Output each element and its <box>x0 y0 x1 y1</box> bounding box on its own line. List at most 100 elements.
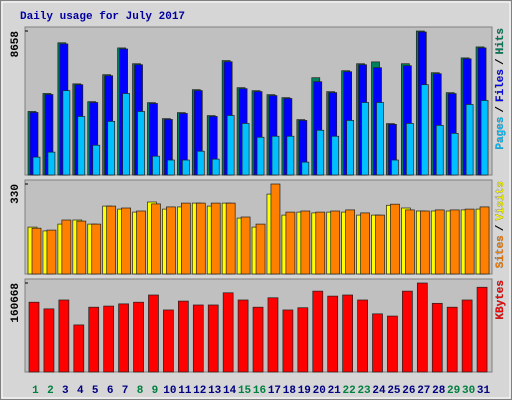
bar <box>391 159 399 176</box>
bar <box>375 214 385 275</box>
bar <box>73 324 85 373</box>
bar <box>346 120 354 176</box>
x-tick-label: 26 <box>402 385 415 397</box>
bar <box>195 202 206 275</box>
bar <box>255 223 266 275</box>
bar <box>225 202 236 275</box>
bar <box>237 299 249 373</box>
bar <box>434 209 445 275</box>
legend-entry: Files <box>495 69 507 102</box>
bar <box>479 206 490 275</box>
bar <box>137 111 145 176</box>
bar <box>476 286 488 373</box>
bar <box>121 207 131 275</box>
bar <box>178 300 189 373</box>
bar <box>107 121 116 176</box>
x-tick-label: 24 <box>372 385 386 397</box>
bar <box>32 156 41 176</box>
bar <box>151 203 161 275</box>
bar <box>315 211 326 275</box>
bar <box>450 132 459 176</box>
bar <box>62 90 71 176</box>
bar <box>330 210 341 275</box>
bar <box>406 123 414 176</box>
bar <box>464 208 475 275</box>
bar <box>449 209 460 275</box>
bar <box>372 313 383 373</box>
x-tick-label: 19 <box>298 385 311 397</box>
chart-title: Daily usage for July 2017 <box>20 11 185 23</box>
legend: Pages / Files / Hits <box>495 28 507 150</box>
bar <box>480 100 489 176</box>
x-tick-label: 23 <box>357 385 371 397</box>
bar <box>270 183 281 275</box>
bar <box>256 136 265 176</box>
bar <box>297 307 309 373</box>
x-tick-label: 31 <box>477 385 491 397</box>
x-tick-label: 17 <box>268 385 281 397</box>
bar <box>271 135 280 176</box>
bar <box>416 282 428 373</box>
x-tick-label: 16 <box>253 385 266 397</box>
bar <box>420 84 429 176</box>
x-tick-label: 29 <box>447 385 460 397</box>
bar <box>61 219 72 275</box>
bar <box>405 209 415 275</box>
bar <box>88 306 100 373</box>
x-tick-label: 5 <box>92 385 99 397</box>
bar <box>196 150 205 176</box>
bar <box>360 212 370 275</box>
bar <box>92 144 101 176</box>
bar <box>118 303 129 373</box>
bar <box>316 129 325 176</box>
bar <box>136 210 146 275</box>
legend: Sites / Visits <box>495 181 507 268</box>
x-tick-label: 2 <box>47 385 54 397</box>
bar <box>210 202 221 275</box>
bar <box>77 116 86 176</box>
bar <box>241 123 250 176</box>
bar <box>331 135 340 176</box>
bar <box>419 210 430 275</box>
bar <box>222 292 234 373</box>
bar <box>103 305 115 373</box>
bar <box>282 309 294 373</box>
bar <box>122 93 130 176</box>
x-tick-label: 20 <box>313 385 326 397</box>
bar <box>342 294 353 373</box>
legend-entry: Sites <box>495 235 507 268</box>
bar <box>43 308 55 373</box>
legend-separator: / <box>495 58 507 65</box>
x-tick-label: 21 <box>328 385 342 397</box>
bar <box>465 104 474 176</box>
bar <box>376 102 384 176</box>
x-tick-label: 3 <box>62 385 69 397</box>
bar <box>163 309 174 373</box>
bar <box>28 301 40 373</box>
bar <box>182 159 190 176</box>
x-tick-label: 22 <box>343 385 356 397</box>
x-tick-label: 6 <box>107 385 114 397</box>
bar <box>390 203 400 275</box>
legend-entry: Visits <box>495 181 507 221</box>
x-tick-label: 15 <box>238 385 252 397</box>
bar <box>431 302 443 373</box>
bar <box>181 202 191 275</box>
bar <box>387 315 398 373</box>
x-tick-label: 4 <box>77 385 84 397</box>
x-tick-label: 18 <box>283 385 297 397</box>
x-tick-label: 28 <box>432 385 446 397</box>
bar <box>461 299 473 373</box>
legend: KBytes <box>495 280 507 320</box>
legend-entry: Hits <box>495 28 507 54</box>
bar <box>76 220 87 275</box>
bar <box>402 290 413 373</box>
bar <box>327 295 339 373</box>
bar <box>167 159 175 176</box>
bar <box>357 299 368 373</box>
bar <box>58 299 70 373</box>
bar <box>345 209 355 275</box>
x-tick-label: 12 <box>193 385 206 397</box>
